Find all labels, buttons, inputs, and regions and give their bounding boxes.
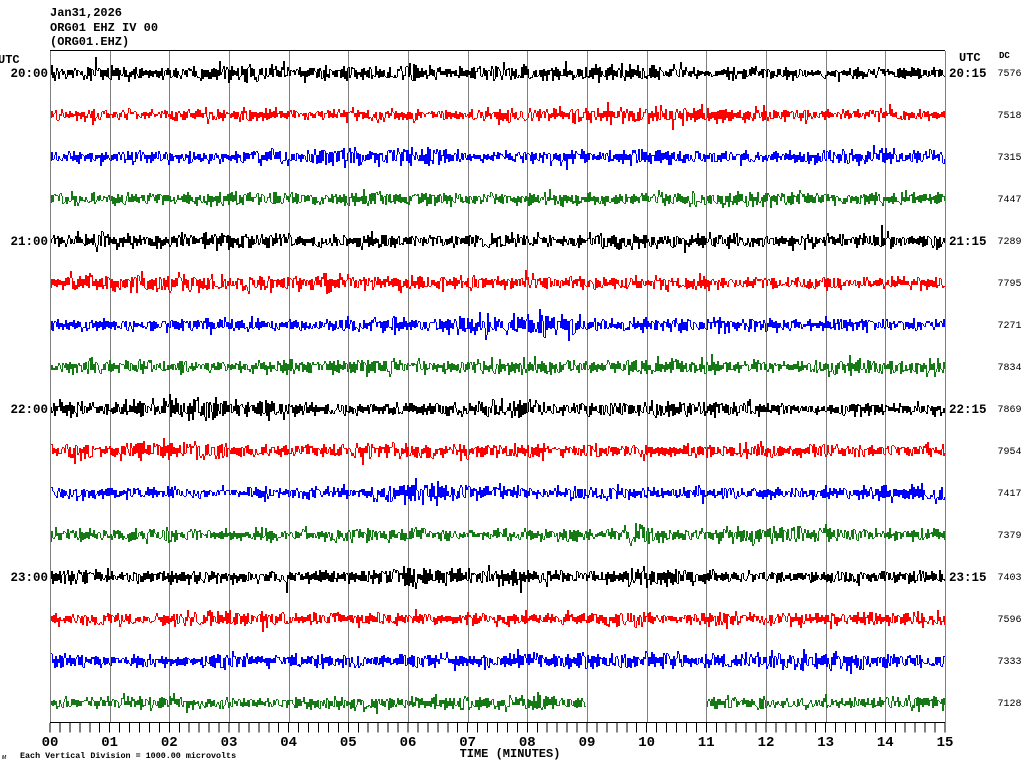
svg-text:7795: 7795 <box>997 279 1021 290</box>
svg-text:08: 08 <box>519 735 536 751</box>
svg-text:10: 10 <box>638 735 655 751</box>
svg-text:7447: 7447 <box>997 195 1021 206</box>
svg-text:00: 00 <box>42 735 59 751</box>
svg-text:7834: 7834 <box>997 363 1021 374</box>
svg-text:7315: 7315 <box>997 153 1021 164</box>
svg-text:DC: DC <box>999 51 1010 61</box>
svg-text:04: 04 <box>280 735 297 751</box>
svg-text:7289: 7289 <box>997 237 1021 248</box>
svg-text:11: 11 <box>698 735 715 751</box>
svg-text:7379: 7379 <box>997 531 1021 542</box>
svg-text:06: 06 <box>400 735 417 751</box>
svg-text:7271: 7271 <box>997 321 1021 332</box>
svg-text:Each Vertical Division = 1000.: Each Vertical Division = 1000.00 microvo… <box>20 751 236 761</box>
svg-text:(ORG01.EHZ): (ORG01.EHZ) <box>50 35 129 49</box>
svg-text:м: м <box>1 754 7 762</box>
svg-text:01: 01 <box>101 735 118 751</box>
svg-text:UTC: UTC <box>959 51 981 65</box>
svg-text:02: 02 <box>161 735 178 751</box>
svg-text:09: 09 <box>579 735 596 751</box>
svg-text:7333: 7333 <box>997 657 1021 668</box>
svg-text:14: 14 <box>877 735 894 751</box>
svg-text:TIME (MINUTES): TIME (MINUTES) <box>460 747 561 761</box>
svg-text:7596: 7596 <box>997 615 1021 626</box>
svg-text:7518: 7518 <box>997 111 1021 122</box>
svg-text:20:15: 20:15 <box>949 67 987 81</box>
svg-text:7417: 7417 <box>997 489 1021 500</box>
svg-text:23:00: 23:00 <box>10 571 48 585</box>
svg-text:12: 12 <box>758 735 775 751</box>
svg-text:13: 13 <box>817 735 834 751</box>
svg-text:03: 03 <box>221 735 238 751</box>
svg-text:21:15: 21:15 <box>949 235 987 249</box>
svg-text:7576: 7576 <box>997 69 1021 80</box>
svg-text:07: 07 <box>459 735 476 751</box>
svg-text:21:00: 21:00 <box>10 235 48 249</box>
svg-text:7869: 7869 <box>997 405 1021 416</box>
svg-text:20:00: 20:00 <box>10 67 48 81</box>
svg-text:Jan31,2026: Jan31,2026 <box>50 6 122 20</box>
svg-text:05: 05 <box>340 735 357 751</box>
svg-text:7403: 7403 <box>997 573 1021 584</box>
svg-text:7128: 7128 <box>997 699 1021 710</box>
svg-text:15: 15 <box>937 735 954 751</box>
svg-text:7954: 7954 <box>997 447 1021 458</box>
svg-text:22:00: 22:00 <box>10 403 48 417</box>
svg-text:22:15: 22:15 <box>949 403 987 417</box>
svg-text:23:15: 23:15 <box>949 571 987 585</box>
svg-text:UTC: UTC <box>0 53 20 67</box>
svg-text:ORG01 EHZ IV 00: ORG01 EHZ IV 00 <box>50 21 158 35</box>
